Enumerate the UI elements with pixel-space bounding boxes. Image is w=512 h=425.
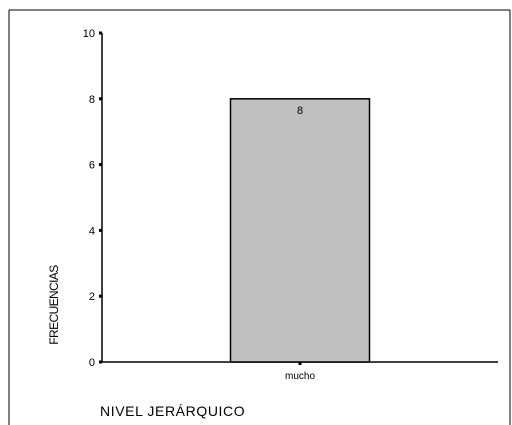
y-tick-label: 4 [89,225,95,237]
y-tick-label: 6 [89,160,95,172]
x-category-label: mucho [285,371,315,382]
y-tick-label: 2 [89,291,95,303]
y-axis-ticks: 0 2 4 6 8 10 [83,28,102,369]
y-axis-title: FRECUENCIAS [47,265,61,345]
x-axis-title: NIVEL JERÁRQUICO [100,403,245,419]
bars: 8 [229,98,371,363]
y-tick-label: 8 [89,94,95,106]
bar-data-label: 8 [297,105,303,117]
bar-mucho [229,98,371,363]
x-axis-ticks: mucho [285,362,315,382]
y-tick-label: 10 [83,28,95,40]
y-tick-label: 0 [89,357,95,369]
